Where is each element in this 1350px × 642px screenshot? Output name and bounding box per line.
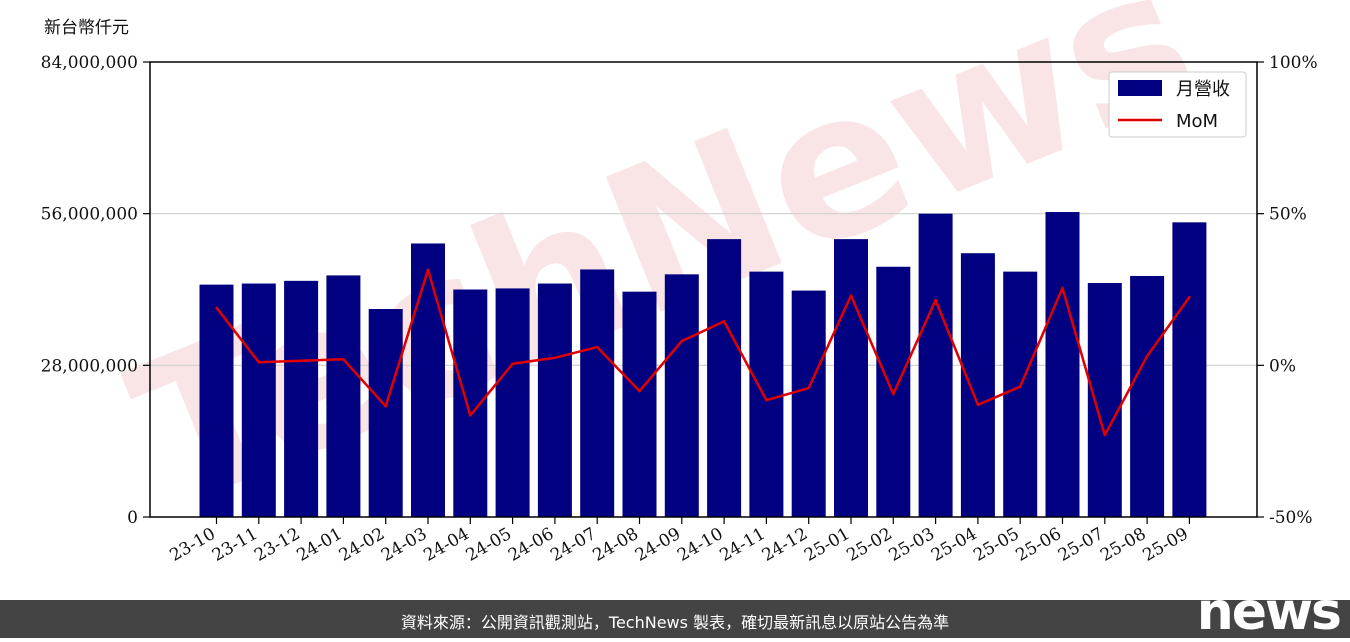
bar-24-02 <box>368 309 403 517</box>
technews-logo: news <box>1196 582 1342 642</box>
mom-point-25-01 <box>849 294 853 297</box>
x-tick-label-24-06: 24-06 <box>505 524 557 566</box>
mom-line <box>215 268 1191 437</box>
mom-point-24-09 <box>680 339 683 343</box>
bar-24-11 <box>749 271 784 517</box>
x-tick-label-24-03: 24-03 <box>378 524 430 566</box>
mom-line-layer <box>215 268 1191 437</box>
legend-label-mom: MoM <box>1176 111 1218 132</box>
bar-23-10 <box>199 284 234 517</box>
bar-24-08 <box>622 291 657 517</box>
bar-23-11 <box>241 283 276 517</box>
x-tick-label-25-06: 25-06 <box>1013 524 1065 566</box>
bar-24-06 <box>537 283 572 517</box>
bar-25-08 <box>1130 275 1165 517</box>
x-axis: 23-1023-1123-1224-0124-0224-0324-0424-05… <box>167 517 1192 566</box>
legend-swatch-bar <box>1118 80 1162 96</box>
y-right-tick-label-3: 100% <box>1269 53 1318 73</box>
x-tick-label-25-05: 25-05 <box>970 524 1022 566</box>
x-tick-label-24-11: 24-11 <box>716 524 768 566</box>
mom-point-24-12 <box>807 386 810 390</box>
mom-point-25-09 <box>1188 295 1191 299</box>
x-tick-label-24-08: 24-08 <box>590 524 642 566</box>
y-axis-right: -50% 0% 50% 100% <box>1257 53 1318 528</box>
x-tick-label-24-04: 24-04 <box>420 524 472 566</box>
x-tick-label-24-09: 24-09 <box>632 524 684 566</box>
x-tick-label-25-03: 25-03 <box>886 524 938 566</box>
bar-23-12 <box>284 280 319 517</box>
bar-25-06 <box>1045 212 1080 517</box>
x-tick-label-24-02: 24-02 <box>336 524 388 566</box>
mom-point-24-08 <box>638 389 641 393</box>
y-right-tick-label-0: -50% <box>1269 508 1313 528</box>
mom-point-23-11 <box>257 361 260 364</box>
x-tick-label-25-02: 25-02 <box>843 524 895 566</box>
x-tick-label-25-01: 25-01 <box>801 524 853 566</box>
bar-25-04 <box>960 253 995 518</box>
bar-24-07 <box>580 269 615 517</box>
mom-point-24-05 <box>511 362 514 366</box>
x-tick-label-24-05: 24-05 <box>463 524 515 566</box>
y-left-tick-label-1: 28,000,000 <box>41 356 138 376</box>
legend: 月營收 MoM <box>1108 71 1247 138</box>
mom-point-23-10 <box>215 306 218 309</box>
mom-point-24-10 <box>722 320 726 323</box>
mom-point-24-03 <box>426 268 430 271</box>
footer-source-text: 資料來源：公開資訊觀測站，TechNews 製表，確切最新訊息以原站公告為準 <box>400 613 950 632</box>
x-tick-label-25-07: 25-07 <box>1055 524 1107 566</box>
y-axis-unit-label: 新台幣仟元 <box>44 18 129 38</box>
y-left-tick-label-0: 0 <box>127 508 138 528</box>
bar-24-05 <box>495 288 530 517</box>
y-left-tick-label-3: 84,000,000 <box>41 53 138 73</box>
y-axis-left: 0 28,000,000 56,000,000 84,000,000 <box>41 53 150 528</box>
bar-24-04 <box>453 289 488 517</box>
mom-point-24-01 <box>342 358 345 361</box>
mom-point-24-06 <box>553 356 557 359</box>
chart: TechNews 028,000,00056,000,00084,000,000… <box>41 0 1318 566</box>
x-tick-label-24-12: 24-12 <box>759 524 811 566</box>
x-tick-label-24-07: 24-07 <box>547 524 599 566</box>
mom-point-25-03 <box>934 298 937 302</box>
y-right-tick-label-2: 50% <box>1269 205 1307 225</box>
bar-25-09 <box>1172 222 1207 518</box>
mom-point-25-04 <box>976 403 980 406</box>
mom-point-24-02 <box>384 405 387 408</box>
x-tick-label-25-04: 25-04 <box>928 524 980 566</box>
x-tick-label-24-10: 24-10 <box>674 524 726 566</box>
mom-point-25-05 <box>1019 385 1022 388</box>
bar-24-09 <box>664 274 699 517</box>
x-tick-label-25-09: 25-09 <box>1139 524 1191 566</box>
bar-25-05 <box>1003 271 1038 517</box>
mom-point-25-06 <box>1061 286 1064 290</box>
bar-24-03 <box>411 243 445 518</box>
bar-25-03 <box>918 213 953 517</box>
bars <box>199 212 1207 518</box>
bar-24-10 <box>707 239 742 517</box>
mom-point-25-02 <box>892 392 895 396</box>
bar-25-07 <box>1087 283 1122 517</box>
mom-point-23-12 <box>299 359 303 362</box>
footer-bar: 資料來源：公開資訊觀測站，TechNews 製表，確切最新訊息以原站公告為準 n… <box>0 586 1350 638</box>
bar-25-01 <box>834 239 868 517</box>
x-tick-label-24-01: 24-01 <box>293 524 345 566</box>
plot-frame <box>149 61 1258 518</box>
bar-24-12 <box>791 290 826 517</box>
x-tick-label-25-08: 25-08 <box>1097 524 1149 566</box>
y-right-tick-label-1: 0% <box>1269 356 1296 376</box>
mom-point-24-11 <box>765 399 768 402</box>
legend-label-revenue: 月營收 <box>1176 79 1230 100</box>
y-left-tick-label-2: 56,000,000 <box>41 205 138 225</box>
mom-point-24-04 <box>469 414 472 417</box>
mom-point-25-08 <box>1145 355 1149 358</box>
x-tick-label-23-12: 23-12 <box>251 524 303 566</box>
bar-24-01 <box>326 275 361 517</box>
mom-point-25-07 <box>1103 433 1107 437</box>
mom-point-24-07 <box>596 345 599 349</box>
